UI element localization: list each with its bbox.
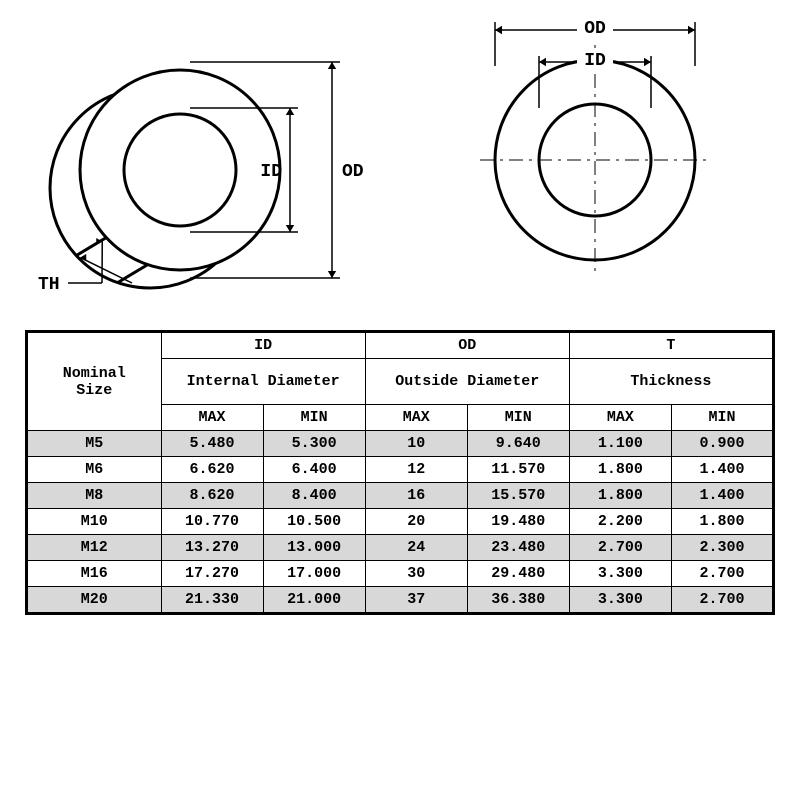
table-row: M1010.77010.5002019.4802.2001.800 <box>27 509 774 535</box>
cell-value: 1.100 <box>569 431 671 457</box>
col-id-code: ID <box>161 332 365 359</box>
spec-table: Nominal Size ID OD T Internal Diameter O… <box>25 330 775 615</box>
cell-value: 5.300 <box>263 431 365 457</box>
sub-header: MIN <box>671 405 773 431</box>
cell-value: 17.000 <box>263 561 365 587</box>
cell-value: 0.900 <box>671 431 773 457</box>
table-row: M1213.27013.0002423.4802.7002.300 <box>27 535 774 561</box>
cell-value: 2.200 <box>569 509 671 535</box>
cell-value: 1.800 <box>671 509 773 535</box>
table-row: M2021.33021.0003736.3803.3002.700 <box>27 587 774 614</box>
cell-size: M6 <box>27 457 162 483</box>
cell-value: 10.770 <box>161 509 263 535</box>
cell-value: 11.570 <box>467 457 569 483</box>
cell-value: 6.400 <box>263 457 365 483</box>
col-t-code: T <box>569 332 773 359</box>
svg-text:ID: ID <box>584 51 606 71</box>
table-row: M88.6208.4001615.5701.8001.400 <box>27 483 774 509</box>
washer-diagram: ID OD TH OD ID <box>0 0 800 320</box>
cell-value: 8.620 <box>161 483 263 509</box>
spec-table-wrap: Nominal Size ID OD T Internal Diameter O… <box>0 320 800 615</box>
cell-value: 1.800 <box>569 457 671 483</box>
cell-value: 3.300 <box>569 587 671 614</box>
cell-value: 2.700 <box>671 561 773 587</box>
cell-value: 9.640 <box>467 431 569 457</box>
svg-text:OD: OD <box>584 19 606 39</box>
col-id-name: Internal Diameter <box>161 359 365 405</box>
cell-value: 3.300 <box>569 561 671 587</box>
cell-value: 37 <box>365 587 467 614</box>
cell-value: 2.700 <box>671 587 773 614</box>
cell-value: 19.480 <box>467 509 569 535</box>
cell-size: M20 <box>27 587 162 614</box>
cell-value: 20 <box>365 509 467 535</box>
table-row: M55.4805.300109.6401.1000.900 <box>27 431 774 457</box>
cell-size: M16 <box>27 561 162 587</box>
sub-header: MAX <box>161 405 263 431</box>
cell-value: 8.400 <box>263 483 365 509</box>
col-od-code: OD <box>365 332 569 359</box>
cell-value: 29.480 <box>467 561 569 587</box>
cell-value: 21.000 <box>263 587 365 614</box>
cell-value: 2.700 <box>569 535 671 561</box>
cell-value: 10 <box>365 431 467 457</box>
cell-size: M5 <box>27 431 162 457</box>
svg-text:TH: TH <box>38 275 60 295</box>
cell-value: 13.270 <box>161 535 263 561</box>
cell-value: 6.620 <box>161 457 263 483</box>
cell-value: 23.480 <box>467 535 569 561</box>
cell-value: 13.000 <box>263 535 365 561</box>
svg-text:ID: ID <box>260 162 282 182</box>
col-od-name: Outside Diameter <box>365 359 569 405</box>
cell-value: 30 <box>365 561 467 587</box>
cell-size: M10 <box>27 509 162 535</box>
cell-size: M8 <box>27 483 162 509</box>
table-row: M66.6206.4001211.5701.8001.400 <box>27 457 774 483</box>
col-t-name: Thickness <box>569 359 773 405</box>
cell-value: 16 <box>365 483 467 509</box>
sub-header: MAX <box>569 405 671 431</box>
cell-value: 24 <box>365 535 467 561</box>
cell-value: 5.480 <box>161 431 263 457</box>
cell-value: 17.270 <box>161 561 263 587</box>
table-row: M1617.27017.0003029.4803.3002.700 <box>27 561 774 587</box>
cell-value: 12 <box>365 457 467 483</box>
sub-header: MIN <box>467 405 569 431</box>
cell-value: 10.500 <box>263 509 365 535</box>
cell-value: 21.330 <box>161 587 263 614</box>
svg-text:OD: OD <box>342 162 364 182</box>
cell-size: M12 <box>27 535 162 561</box>
cell-value: 1.800 <box>569 483 671 509</box>
sub-header: MIN <box>263 405 365 431</box>
diagram-area: ID OD TH OD ID <box>0 0 800 320</box>
cell-value: 36.380 <box>467 587 569 614</box>
cell-value: 15.570 <box>467 483 569 509</box>
cell-value: 1.400 <box>671 457 773 483</box>
col-nominal-head: Nominal Size <box>27 332 162 431</box>
sub-header: MAX <box>365 405 467 431</box>
cell-value: 1.400 <box>671 483 773 509</box>
cell-value: 2.300 <box>671 535 773 561</box>
